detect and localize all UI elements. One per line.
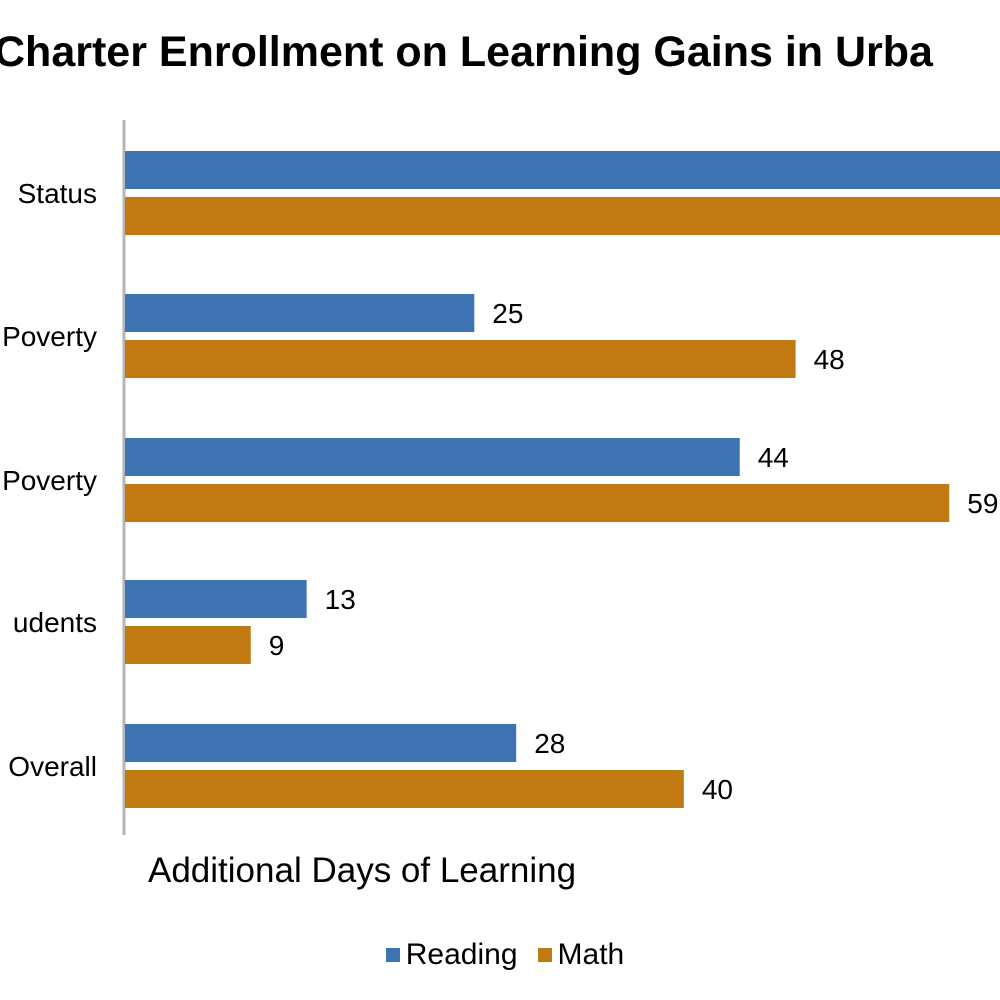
category-label: udents (13, 607, 97, 638)
bar-reading (125, 580, 307, 618)
bar-reading (125, 438, 740, 476)
bar-math (125, 484, 950, 522)
bar-math (125, 340, 796, 378)
category-label: Status (18, 178, 97, 209)
bar-reading (125, 151, 1000, 189)
chart-legend: Reading Math (5, 938, 1000, 972)
bar-math (125, 770, 684, 808)
bar-reading (125, 724, 517, 762)
bar-math (125, 197, 1000, 235)
bar-math (125, 626, 251, 664)
category-label: Poverty (2, 321, 97, 352)
x-axis-title: Additional Days of Learning (148, 851, 576, 890)
data-label-reading: 44 (758, 442, 789, 473)
legend-swatch-math (537, 948, 552, 962)
bar-reading (125, 294, 475, 332)
legend-swatch-reading (385, 948, 400, 962)
data-label-reading: 13 (325, 584, 356, 615)
category-label: Overall (8, 751, 97, 782)
data-label-reading: 28 (534, 728, 565, 759)
legend-label-math: Math (557, 938, 625, 971)
legend-item-reading: Reading (385, 938, 518, 972)
legend-item-math: Math (537, 938, 625, 972)
legend-label-reading: Reading (405, 938, 518, 971)
data-label-math: 40 (702, 774, 733, 805)
category-label: Poverty (2, 465, 97, 496)
data-label-math: 48 (814, 344, 845, 375)
data-label-reading: 25 (492, 298, 523, 329)
data-label-math: 59 (967, 488, 998, 519)
chart-title: Charter Enrollment on Learning Gains in … (0, 28, 933, 76)
data-label-math: 9 (269, 630, 285, 661)
